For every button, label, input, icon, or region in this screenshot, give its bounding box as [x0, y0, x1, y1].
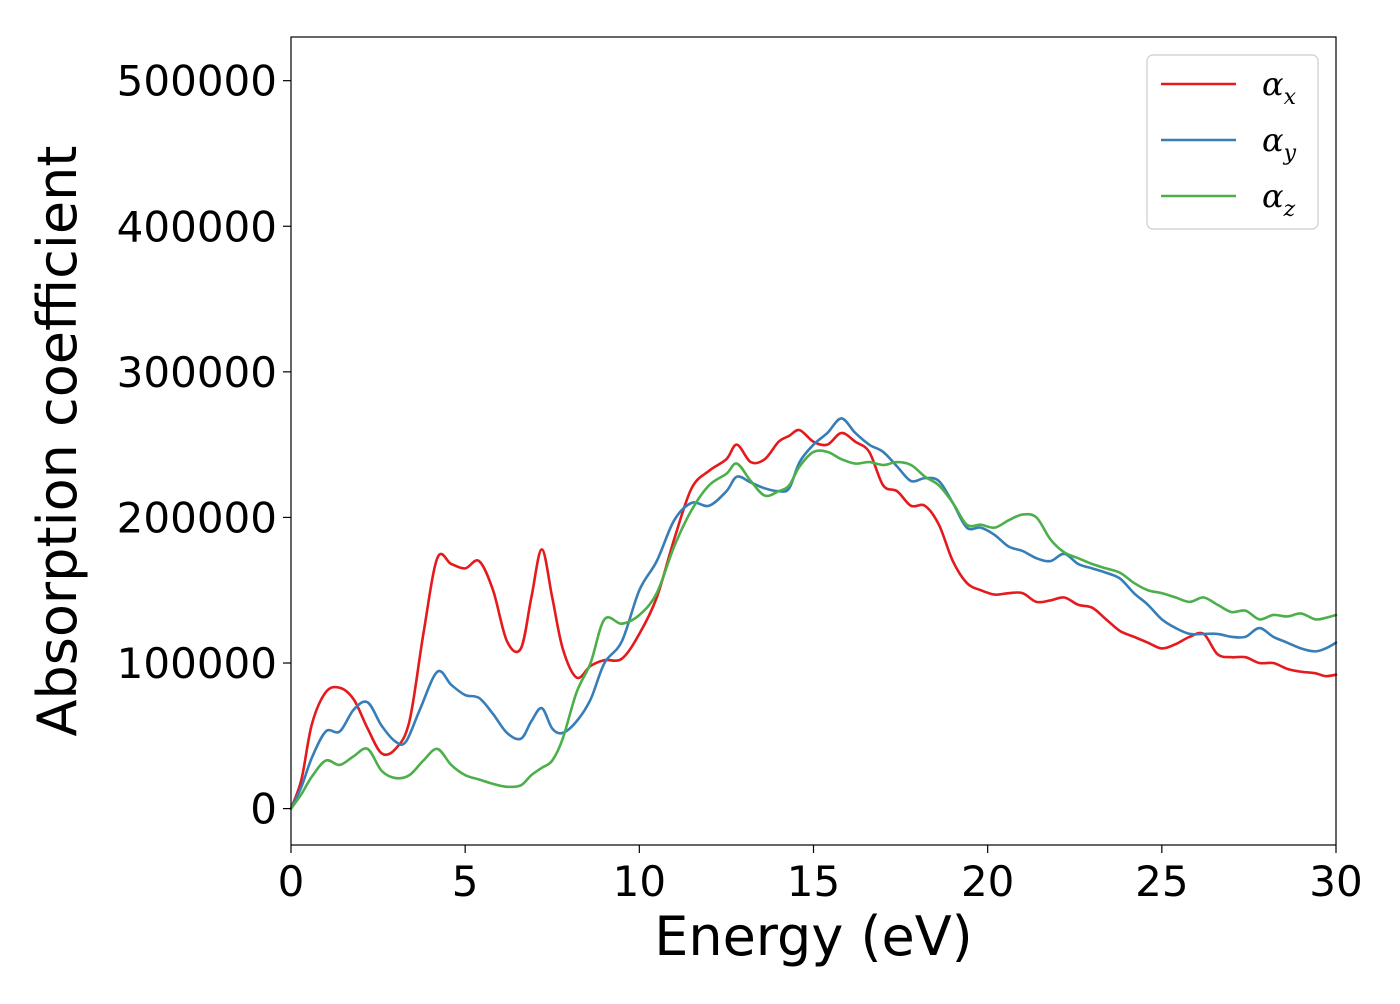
x-tick-label: 10 — [613, 857, 666, 906]
x-tick-label: 30 — [1309, 857, 1362, 906]
x-tick-label: 20 — [961, 857, 1014, 906]
series-line-x — [289, 428, 1338, 810]
y-tick-label: 100000 — [117, 639, 277, 688]
y-tick-label: 0 — [250, 785, 277, 834]
x-tick-label: 0 — [278, 857, 305, 906]
y-tick-label: 200000 — [117, 493, 277, 542]
y-tick-label: 400000 — [117, 202, 277, 251]
legend-subscript: x — [1284, 85, 1297, 110]
series-line-y — [289, 417, 1338, 810]
legend-frame — [1146, 54, 1319, 230]
y-axis-label: Absorption coefficient — [26, 146, 89, 737]
x-tick-label: 15 — [787, 857, 840, 906]
series-line-z — [289, 449, 1338, 810]
x-axis-label: Energy (eV) — [654, 905, 973, 968]
series-layer — [289, 417, 1338, 810]
x-axis-ticks: 0 5 10 15 20 25 30 — [278, 845, 1363, 906]
legend-subscript: z — [1283, 197, 1296, 222]
x-tick-label: 25 — [1135, 857, 1188, 906]
legend-subscript: y — [1283, 141, 1297, 166]
y-tick-label: 300000 — [117, 348, 277, 397]
x-tick-label: 5 — [452, 857, 479, 906]
y-tick-label: 500000 — [117, 57, 277, 106]
y-axis-ticks: 0 100000 200000 300000 400000 500000 — [117, 57, 291, 834]
